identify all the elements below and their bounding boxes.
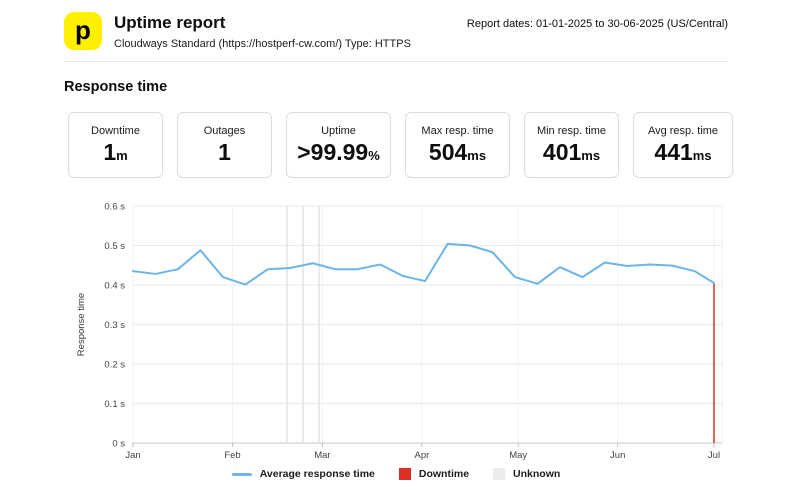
- legend-label: Downtime: [418, 468, 470, 480]
- min-resp-time-card: Min resp. time 401ms: [524, 112, 619, 178]
- header-divider: [64, 61, 728, 62]
- report-dates: Report dates: 01-01-2025 to 30-06-2025 (…: [466, 18, 728, 30]
- svg-text:0.3 s: 0.3 s: [104, 320, 125, 331]
- card-label: Max resp. time: [421, 125, 494, 138]
- svg-text:0.1 s: 0.1 s: [104, 399, 125, 410]
- max-resp-time-card: Max resp. time 504ms: [405, 112, 510, 178]
- uptime-card: Uptime >99.99%: [286, 112, 391, 178]
- svg-text:Mar: Mar: [314, 450, 330, 461]
- card-label: Uptime: [321, 125, 356, 138]
- legend-item-downtime: Downtime: [398, 468, 470, 480]
- svg-text:0.4 s: 0.4 s: [104, 281, 125, 292]
- card-value: 1m: [103, 139, 128, 166]
- report-header: p Uptime report Cloudways Standard (http…: [64, 12, 411, 50]
- card-value: 504ms: [428, 139, 487, 166]
- svg-text:Jul: Jul: [708, 450, 720, 461]
- page-title: Uptime report: [114, 13, 226, 32]
- summary-cards: Downtime 1m Outages 1 Uptime >99.99% Max…: [68, 112, 733, 178]
- svg-text:May: May: [509, 450, 527, 461]
- card-label: Downtime: [91, 125, 140, 138]
- card-label: Min resp. time: [536, 125, 607, 138]
- svg-text:Jan: Jan: [125, 450, 140, 461]
- svg-text:Jun: Jun: [610, 450, 625, 461]
- pingdom-logo-icon: p: [64, 12, 102, 50]
- card-value: >99.99%: [297, 139, 380, 166]
- downtime-card: Downtime 1m: [68, 112, 163, 178]
- average-response-time-line-marker: [231, 472, 252, 476]
- downtime-swatch-icon: [398, 468, 411, 480]
- svg-text:Feb: Feb: [224, 450, 240, 461]
- check-description: Cloudways Standard (https://hostperf-cw.…: [114, 37, 411, 50]
- legend-label: Unknown: [513, 468, 561, 480]
- section-title-response-time: Response time: [64, 79, 168, 95]
- card-value: 441ms: [654, 139, 712, 166]
- avg-resp-time-card: Avg resp. time 441ms: [633, 112, 733, 178]
- svg-text:0 s: 0 s: [112, 439, 125, 450]
- average-response-time-line: [132, 242, 715, 286]
- unknown-swatch-icon: [493, 468, 506, 480]
- legend-item-unknown: Unknown: [493, 468, 560, 480]
- svg-text:0.6 s: 0.6 s: [104, 202, 125, 213]
- svg-text:Apr: Apr: [414, 450, 429, 461]
- card-label: Outages: [203, 125, 246, 138]
- response-time-chart: 0 s 0.1 s 0.2 s 0.3 s 0.4 s 0.5 s 0.6 s Jan Feb M…: [64, 192, 742, 464]
- svg-text:Response time: Response time: [76, 293, 87, 356]
- chart-legend: Average response time Downtime Unknown: [0, 468, 792, 480]
- card-label: Avg resp. time: [647, 125, 719, 138]
- svg-text:0.5 s: 0.5 s: [104, 241, 125, 252]
- legend-label: Average response time: [259, 468, 375, 480]
- response-time-chart-svg: 0 s 0.1 s 0.2 s 0.3 s 0.4 s 0.5 s 0.6 s Jan Feb M…: [76, 202, 723, 461]
- card-value: 1: [218, 139, 231, 166]
- card-value: 401ms: [542, 139, 601, 166]
- outages-card: Outages 1: [177, 112, 272, 178]
- svg-text:0.2 s: 0.2 s: [104, 360, 125, 371]
- legend-item-average-response-time: Average response time: [231, 468, 375, 480]
- header-text: Uptime report Cloudways Standard (https:…: [114, 12, 411, 50]
